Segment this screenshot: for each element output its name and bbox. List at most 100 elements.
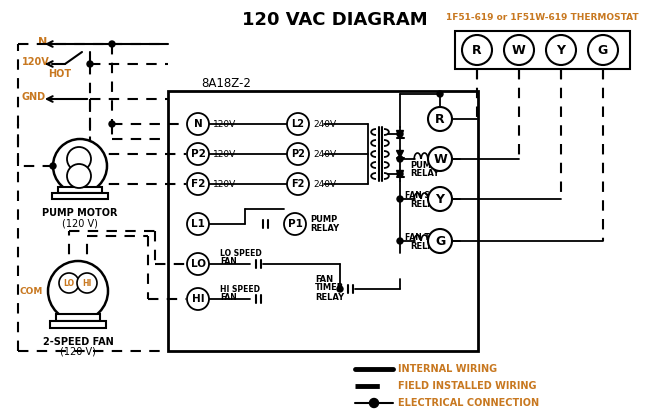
Circle shape (428, 147, 452, 171)
Text: RELAY: RELAY (310, 223, 339, 233)
Bar (52, 193, 108, 199)
Circle shape (397, 156, 403, 162)
Circle shape (428, 229, 452, 253)
Text: RELAY: RELAY (410, 168, 439, 178)
Circle shape (437, 91, 443, 97)
Circle shape (428, 187, 452, 211)
Circle shape (48, 261, 108, 321)
Text: 240V: 240V (313, 150, 336, 158)
Text: INTERNAL WIRING: INTERNAL WIRING (398, 364, 497, 374)
Text: LO: LO (190, 259, 206, 269)
Circle shape (397, 131, 403, 137)
Text: ELECTRICAL CONNECTION: ELECTRICAL CONNECTION (398, 398, 539, 408)
Bar (58, 187, 102, 193)
Text: N: N (38, 37, 48, 47)
Text: R: R (472, 44, 482, 57)
Circle shape (109, 121, 115, 127)
Text: 2-SPEED FAN: 2-SPEED FAN (43, 337, 113, 347)
Polygon shape (397, 130, 403, 137)
Circle shape (369, 398, 379, 408)
Text: 120V: 120V (213, 179, 237, 189)
Text: F2: F2 (191, 179, 205, 189)
Circle shape (187, 113, 209, 135)
Circle shape (187, 173, 209, 195)
Text: P2: P2 (190, 149, 206, 159)
Text: LO: LO (64, 279, 74, 287)
Circle shape (53, 139, 107, 193)
Circle shape (397, 196, 403, 202)
Circle shape (397, 238, 403, 244)
Text: L2: L2 (291, 119, 304, 129)
Text: FIELD INSTALLED WIRING: FIELD INSTALLED WIRING (398, 381, 537, 391)
Circle shape (187, 213, 209, 235)
Text: LO SPEED: LO SPEED (220, 249, 262, 259)
Circle shape (546, 35, 576, 65)
Circle shape (50, 163, 56, 169)
Circle shape (77, 273, 97, 293)
Text: 120 VAC DIAGRAM: 120 VAC DIAGRAM (242, 11, 428, 29)
Circle shape (284, 213, 306, 235)
Circle shape (504, 35, 534, 65)
Bar (50, 321, 106, 328)
Text: W: W (512, 44, 526, 57)
Text: W: W (433, 153, 447, 166)
Text: TIMER: TIMER (315, 284, 344, 292)
Text: 120V: 120V (213, 119, 237, 129)
Text: (120 V): (120 V) (60, 347, 96, 357)
Text: RELAY: RELAY (410, 241, 439, 251)
Text: COM: COM (19, 287, 43, 295)
Text: RELAY: RELAY (410, 199, 439, 209)
Circle shape (187, 253, 209, 275)
Text: P2: P2 (291, 149, 305, 159)
Text: HOT: HOT (48, 69, 72, 79)
Text: FAN: FAN (220, 293, 237, 303)
Text: FAN SPEED: FAN SPEED (405, 191, 452, 199)
Text: G: G (598, 44, 608, 57)
Polygon shape (397, 171, 403, 178)
Text: P1: P1 (287, 219, 302, 229)
Circle shape (187, 288, 209, 310)
Text: Y: Y (436, 192, 444, 205)
Circle shape (187, 143, 209, 165)
Text: R: R (436, 112, 445, 126)
Text: FAN TIMER: FAN TIMER (405, 233, 452, 241)
Text: 240V: 240V (313, 119, 336, 129)
Text: GND: GND (22, 92, 46, 102)
Bar (56, 314, 100, 321)
Text: PUMP: PUMP (310, 215, 337, 223)
Text: PUMP MOTOR: PUMP MOTOR (42, 208, 118, 218)
Circle shape (287, 143, 309, 165)
Text: HI SPEED: HI SPEED (220, 285, 260, 293)
Text: 120V: 120V (22, 57, 50, 67)
Text: (120 V): (120 V) (62, 218, 98, 228)
Text: G: G (435, 235, 445, 248)
Text: HI: HI (82, 279, 92, 287)
Text: PUMP: PUMP (410, 160, 438, 170)
Circle shape (87, 61, 93, 67)
Text: F2: F2 (291, 179, 305, 189)
Text: 8A18Z-2: 8A18Z-2 (201, 77, 251, 90)
Circle shape (462, 35, 492, 65)
Circle shape (588, 35, 618, 65)
Circle shape (397, 171, 403, 177)
Bar (168, 91, 478, 351)
Polygon shape (397, 150, 403, 158)
Text: 240V: 240V (313, 179, 336, 189)
Text: HI: HI (192, 294, 204, 304)
Circle shape (67, 147, 91, 171)
Text: L1: L1 (191, 219, 205, 229)
Circle shape (67, 164, 91, 188)
Text: RELAY: RELAY (315, 292, 344, 302)
Text: FAN: FAN (315, 274, 333, 284)
Text: N: N (194, 119, 202, 129)
Text: 120V: 120V (213, 150, 237, 158)
Circle shape (337, 286, 343, 292)
Bar (455, 31, 630, 69)
Text: Y: Y (557, 44, 565, 57)
Text: 1F51-619 or 1F51W-619 THERMOSTAT: 1F51-619 or 1F51W-619 THERMOSTAT (446, 13, 639, 21)
Circle shape (59, 273, 79, 293)
Circle shape (287, 113, 309, 135)
Text: FAN: FAN (220, 258, 237, 266)
Circle shape (428, 107, 452, 131)
Circle shape (109, 41, 115, 47)
